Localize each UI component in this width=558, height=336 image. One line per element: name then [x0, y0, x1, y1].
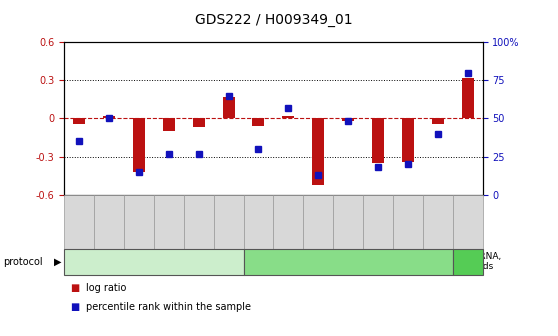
Bar	[193, 119, 205, 127]
Text: GSM4852: GSM4852	[190, 202, 199, 242]
Bar	[103, 116, 115, 119]
Text: percentile rank within the sample: percentile rank within the sample	[86, 302, 252, 312]
Bar	[462, 78, 474, 119]
Text: ▶: ▶	[54, 257, 61, 267]
Text: GSM4853: GSM4853	[220, 202, 229, 242]
Bar	[252, 119, 264, 126]
Text: amplified RNA, one round: amplified RNA, one round	[290, 257, 406, 266]
Text: GDS222 / H009349_01: GDS222 / H009349_01	[195, 13, 352, 28]
Text: protocol: protocol	[3, 257, 42, 267]
Text: log ratio: log ratio	[86, 283, 127, 293]
Bar	[282, 116, 295, 119]
Text: GSM4851: GSM4851	[160, 202, 169, 242]
Bar	[432, 119, 444, 124]
Bar	[133, 119, 145, 172]
Text: GSM4850: GSM4850	[130, 202, 139, 242]
Bar	[342, 119, 354, 121]
Text: ■: ■	[70, 302, 79, 312]
Bar	[312, 119, 324, 185]
Text: unamplified cDNA: unamplified cDNA	[113, 257, 195, 266]
Text: GSM4861: GSM4861	[459, 202, 468, 242]
Text: GSM4860: GSM4860	[429, 202, 438, 242]
Text: GSM4849: GSM4849	[100, 202, 109, 242]
Text: GSM4854: GSM4854	[249, 202, 258, 242]
Text: GSM4856: GSM4856	[309, 202, 318, 242]
Text: GSM4858: GSM4858	[369, 202, 378, 242]
Text: GSM4855: GSM4855	[280, 202, 288, 242]
Text: amplified RNA,
two rounds: amplified RNA, two rounds	[434, 252, 501, 271]
Bar	[223, 97, 234, 119]
Text: GSM4859: GSM4859	[399, 202, 408, 242]
Bar	[402, 119, 414, 162]
Bar	[73, 119, 85, 124]
Bar	[372, 119, 384, 163]
Bar	[163, 119, 175, 131]
Text: GSM4848: GSM4848	[70, 202, 79, 242]
Text: ■: ■	[70, 283, 79, 293]
Text: GSM4857: GSM4857	[339, 202, 348, 242]
